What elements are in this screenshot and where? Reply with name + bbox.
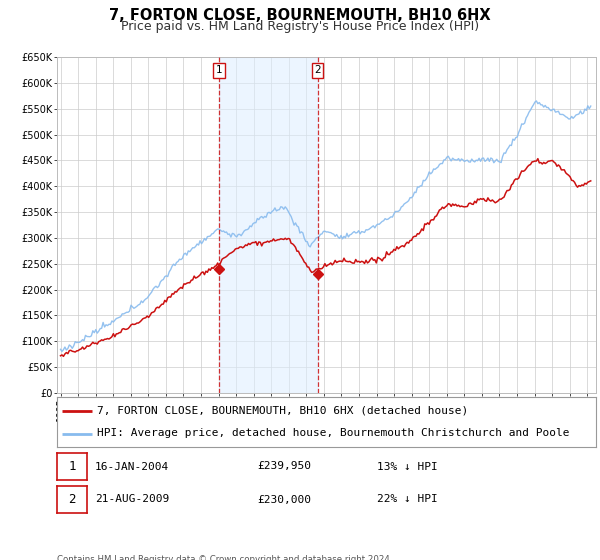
Text: HPI: Average price, detached house, Bournemouth Christchurch and Poole: HPI: Average price, detached house, Bour… xyxy=(97,428,570,438)
Text: 7, FORTON CLOSE, BOURNEMOUTH, BH10 6HX (detached house): 7, FORTON CLOSE, BOURNEMOUTH, BH10 6HX (… xyxy=(97,405,469,416)
Text: 21-AUG-2009: 21-AUG-2009 xyxy=(95,494,169,505)
Text: £239,950: £239,950 xyxy=(257,461,311,472)
Text: 7, FORTON CLOSE, BOURNEMOUTH, BH10 6HX: 7, FORTON CLOSE, BOURNEMOUTH, BH10 6HX xyxy=(109,8,491,24)
Bar xyxy=(219,57,317,393)
Text: 13% ↓ HPI: 13% ↓ HPI xyxy=(377,461,438,472)
Text: 2: 2 xyxy=(68,493,76,506)
Text: Price paid vs. HM Land Registry's House Price Index (HPI): Price paid vs. HM Land Registry's House … xyxy=(121,20,479,32)
Text: 16-JAN-2004: 16-JAN-2004 xyxy=(95,461,169,472)
Text: 1: 1 xyxy=(68,460,76,473)
Text: Contains HM Land Registry data © Crown copyright and database right 2024.
This d: Contains HM Land Registry data © Crown c… xyxy=(57,555,392,560)
Text: 1: 1 xyxy=(216,66,223,76)
Text: 22% ↓ HPI: 22% ↓ HPI xyxy=(377,494,438,505)
Text: 2: 2 xyxy=(314,66,321,76)
Text: £230,000: £230,000 xyxy=(257,494,311,505)
